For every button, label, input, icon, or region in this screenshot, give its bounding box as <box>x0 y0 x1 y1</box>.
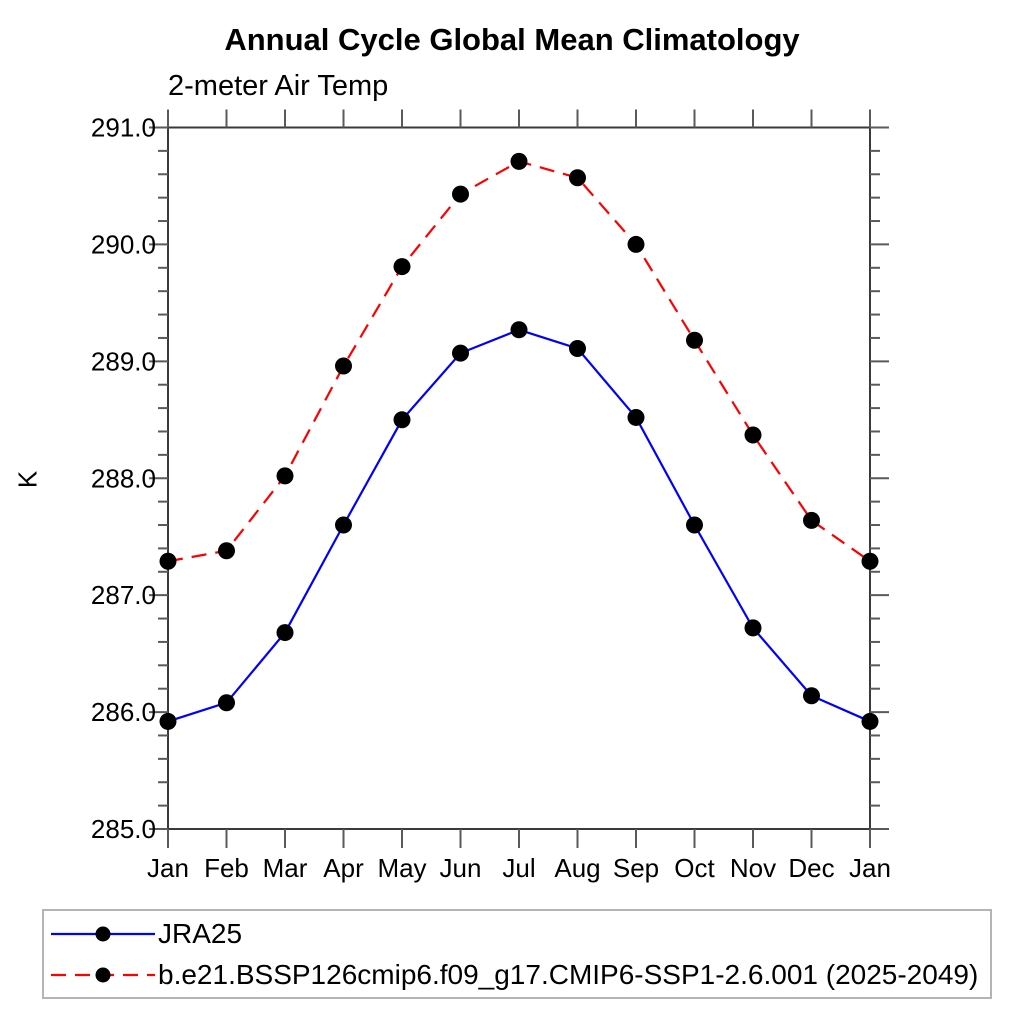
series-1-marker <box>510 152 528 170</box>
series-0-marker <box>569 339 586 357</box>
series-1-marker <box>861 552 879 570</box>
series-0-marker <box>159 712 177 730</box>
series-0-marker <box>510 321 528 339</box>
y-tick-label: 288.0 <box>91 463 156 493</box>
series-0-marker <box>686 516 703 534</box>
legend: JRA25 b.e21.BSSP126cmip6.f09_g17.CMIP6-S… <box>42 909 992 999</box>
series-1-marker <box>569 169 586 187</box>
x-tick-label: Mar <box>263 853 308 883</box>
series-1-marker <box>393 258 411 276</box>
y-tick-label: 287.0 <box>91 580 156 610</box>
legend-line-sample-solid <box>51 926 155 941</box>
plot-border <box>167 126 871 830</box>
series-1-marker <box>276 467 294 485</box>
x-tick-label: Nov <box>730 853 776 883</box>
legend-item: b.e21.BSSP126cmip6.f09_g17.CMIP6-SSP1-2.… <box>48 955 990 995</box>
series-0-marker <box>452 344 469 362</box>
x-tick-label: Jan <box>849 853 891 883</box>
x-tick-label: Apr <box>323 853 364 883</box>
series-1-marker <box>218 542 235 560</box>
plot-area: Jan Feb Mar Apr May Jun Jul Aug Sep Oct Nov Dec Jan 2… <box>91 109 891 883</box>
y-tick-label: 285.0 <box>91 814 156 844</box>
series-1-marker <box>335 357 352 375</box>
chart-subtitle: 2-meter Air Temp <box>168 70 389 102</box>
legend-label-series-0: JRA25 <box>158 917 243 949</box>
series-line-0 <box>167 328 871 723</box>
x-tick-label: Aug <box>554 853 600 883</box>
x-tick-label: Jun <box>440 853 482 883</box>
series-0-marker <box>335 516 352 534</box>
series-1-marker <box>627 235 645 253</box>
series-0-marker <box>276 624 294 642</box>
chart-title: Annual Cycle Global Mean Climatology <box>224 22 800 57</box>
series-1-marker <box>803 511 820 529</box>
y-tick-label: 289.0 <box>91 346 156 376</box>
series-0-marker <box>393 411 411 429</box>
series-line-1 <box>167 160 871 563</box>
y-tick-label: 290.0 <box>91 229 156 259</box>
legend-item: JRA25 <box>48 914 990 954</box>
series-1-marker <box>686 331 703 349</box>
x-tick-label: May <box>377 853 426 883</box>
x-tick-label: Sep <box>613 853 659 883</box>
x-tick-label: Oct <box>674 853 715 883</box>
x-tick-label: Jul <box>502 853 535 883</box>
y-tick-label: 291.0 <box>91 113 156 143</box>
series-1-marker <box>744 426 762 444</box>
series-0-marker <box>861 712 879 730</box>
series-0-marker <box>744 619 762 637</box>
series-0-marker <box>803 687 820 705</box>
x-tick-label: Jan <box>147 853 189 883</box>
series-0-marker <box>627 408 645 426</box>
legend-label-series-1: b.e21.BSSP126cmip6.f09_g17.CMIP6-SSP1-2.… <box>158 958 979 990</box>
x-tick-label: Feb <box>204 853 249 883</box>
series-1-marker <box>452 185 469 203</box>
series-0-marker <box>218 694 235 712</box>
legend-line-sample-dashed <box>51 967 155 982</box>
y-tick-label: 286.0 <box>91 697 156 727</box>
x-tick-label: Dec <box>788 853 834 883</box>
series-1-marker <box>159 552 177 570</box>
